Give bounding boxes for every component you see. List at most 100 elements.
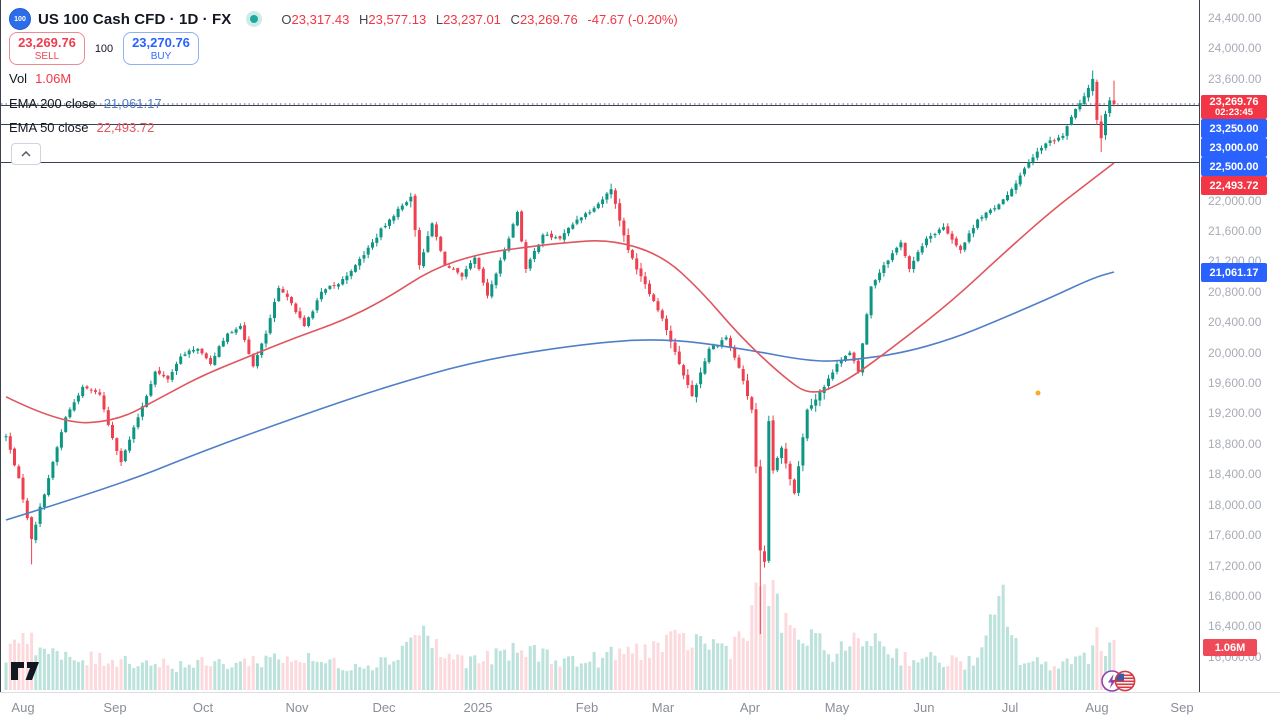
volume-bar (724, 645, 728, 690)
candle-body (971, 228, 975, 234)
collapse-legend-button[interactable] (11, 143, 41, 165)
candle-body (592, 208, 596, 212)
volume-bar (827, 654, 830, 690)
candle-body (703, 361, 707, 374)
ema50-legend-row[interactable]: EMA 50 close 22,493.72 (9, 120, 154, 135)
candle-body (251, 354, 255, 367)
volume-bar (741, 637, 745, 690)
symbol-title[interactable]: US 100 Cash CFD · 1D · FX (38, 10, 232, 28)
volume-bar (767, 606, 771, 690)
volume-bar (579, 663, 583, 690)
volume-bar (447, 653, 451, 690)
ema200-line[interactable] (5, 271, 1115, 521)
time-axis-label: Sep (1170, 700, 1194, 715)
candle-body (639, 268, 643, 277)
candle-body (916, 252, 920, 261)
price-tick-label: 24,000.00 (1208, 41, 1262, 55)
volume-bar (805, 645, 809, 690)
chevron-up-icon (21, 151, 31, 157)
candle-body (81, 386, 85, 397)
volume-bar (192, 667, 195, 690)
volume-bar (984, 635, 988, 690)
ohlc-values: O23,317.43 H23,577.13 L23,237.01 C23,269… (275, 12, 677, 27)
volume-bar (699, 636, 703, 690)
candle-body (784, 448, 788, 464)
candle-body (21, 477, 25, 500)
sell-button[interactable]: 23,269.76 SELL (9, 32, 85, 65)
market-status-icon[interactable] (250, 15, 259, 23)
candle-body (217, 346, 221, 357)
volume-bar (1006, 626, 1009, 690)
candle-body (260, 343, 264, 356)
volume-bar (145, 660, 149, 690)
candle-body (895, 247, 899, 253)
ema50-line[interactable] (5, 162, 1115, 424)
volume-bar (473, 655, 477, 690)
volume-bar (1099, 651, 1103, 690)
candle-body (311, 311, 315, 319)
volume-bar (417, 635, 421, 690)
volume-label: Vol (9, 71, 28, 86)
candle-body (315, 300, 319, 311)
volume-bar (494, 648, 498, 690)
volume-bar (1027, 662, 1031, 690)
candle-body (443, 251, 447, 266)
candle-body (1018, 175, 1022, 185)
chart-canvas[interactable] (1, 0, 1200, 692)
volume-bar (106, 663, 110, 690)
candle-body (920, 246, 924, 253)
volume-bar (899, 665, 903, 690)
candle-body (1031, 157, 1035, 162)
tradingview-logo[interactable] (11, 662, 39, 680)
candle-body (55, 447, 59, 463)
volume-bar (963, 669, 967, 690)
candle-body (1099, 121, 1103, 139)
candle-body (673, 342, 677, 352)
volume-bar (532, 645, 536, 690)
candle-body (157, 370, 161, 374)
chart-pane[interactable]: 100 US 100 Cash CFD · 1D · FX O23,317.43… (0, 0, 1200, 692)
candle-body (729, 338, 732, 348)
candle-body (490, 284, 494, 297)
volume-bar (622, 654, 626, 690)
candle-body (524, 242, 528, 269)
sell-label: SELL (34, 51, 60, 62)
event-dot-marker[interactable] (1035, 390, 1041, 396)
candle-body (170, 372, 174, 380)
ema200-legend-row[interactable]: EMA 200 close 21,061.17 (9, 96, 162, 111)
candle-body (417, 230, 421, 266)
volume-legend-row[interactable]: Vol 1.06M (9, 71, 71, 86)
candle-body (1001, 199, 1005, 205)
quantity-field[interactable]: 100 (94, 42, 114, 55)
candle-body (1074, 109, 1078, 118)
high-value: 23,577.13 (368, 11, 427, 27)
candle-body (366, 247, 370, 255)
volume-bar (362, 668, 366, 690)
volume-bar (486, 650, 489, 690)
price-tick-label: 20,800.00 (1208, 285, 1262, 299)
candle-body (839, 360, 843, 364)
candle-body (899, 242, 903, 248)
candle-body (383, 225, 387, 228)
candle-body (771, 420, 775, 471)
candle-body (136, 417, 140, 428)
candle-body (767, 421, 771, 561)
volume-bar (405, 641, 409, 690)
buy-price: 23,270.76 (132, 35, 190, 50)
buy-label: BUY (150, 51, 172, 62)
economic-event-icon[interactable] (1101, 670, 1136, 692)
candle-body (481, 268, 485, 283)
volume-bar (430, 648, 434, 690)
volume-bar (942, 667, 945, 690)
buy-button[interactable]: 23,270.76 BUY (123, 32, 199, 65)
time-axis[interactable]: Aug Sep Oct Nov Dec 2025 Feb Mar Apr May Jun Jul Aug… (0, 692, 1280, 720)
volume-bar (1078, 655, 1082, 690)
volume-bar (694, 634, 698, 690)
candle-body (1078, 103, 1082, 110)
candle-body (737, 357, 741, 368)
volume-bar (353, 664, 357, 690)
price-tick-label: 20,400.00 (1208, 315, 1262, 329)
price-axis[interactable]: 24,400.00 24,000.00 23,600.00 22,000.00 21,6… (1200, 0, 1280, 692)
symbol-legend-row[interactable]: 100 US 100 Cash CFD · 1D · FX O23,317.43… (9, 8, 678, 30)
volume-bar (81, 660, 85, 690)
